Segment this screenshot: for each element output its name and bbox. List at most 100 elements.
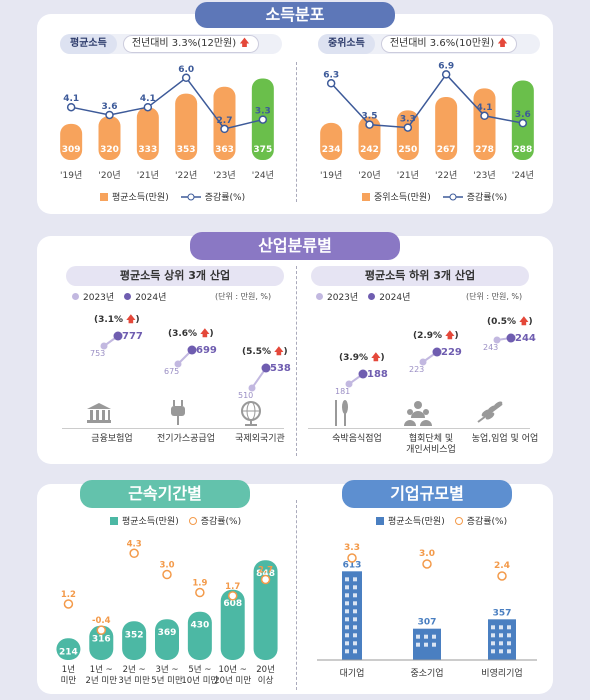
- point-2024: [261, 363, 271, 373]
- tenure-legend: 평균소득(만원) 증감률(%): [110, 514, 241, 527]
- bar-value-label: 309: [62, 145, 81, 155]
- section-title-company-size: 기업규모별: [342, 480, 512, 508]
- mean-income-note-text: 전년대비 3.3%(12만원): [131, 38, 237, 49]
- window: [424, 642, 428, 647]
- window: [499, 641, 503, 646]
- window: [345, 593, 349, 598]
- bar-value-label: 214: [59, 647, 78, 657]
- growth-rate-point: [441, 70, 451, 79]
- bar-value-label: 242: [360, 145, 379, 155]
- median-income-note-text: 전년대비 3.6%(10만원): [389, 38, 495, 49]
- median-income-chart: 234 '19년 242 '20년 250 '21년 267 '22년 278 '23년 288 '2…: [320, 61, 534, 180]
- legend-ring-swatch: [454, 516, 463, 525]
- growth-rate-point: [63, 599, 74, 609]
- window: [353, 609, 357, 614]
- x-tick-label: 2년 미만: [85, 675, 117, 686]
- window: [507, 625, 511, 630]
- bar-value-label: 353: [177, 145, 196, 155]
- globe-icon: [241, 401, 261, 426]
- growth-rate-label: 3.3: [344, 543, 360, 553]
- growth-rate-label: 6.0: [178, 65, 194, 75]
- window: [345, 585, 349, 590]
- legend-bar-label: 평균소득(만원): [112, 193, 169, 203]
- window: [507, 633, 511, 638]
- x-tick-label: 비영리기업: [481, 668, 522, 679]
- x-tick-label: 20년: [256, 664, 275, 675]
- wheat-icon: [477, 401, 503, 423]
- growth-rate-point: [66, 102, 76, 112]
- legend-bar-label: 평균소득(만원): [388, 517, 445, 527]
- growth-rate-point: [162, 569, 172, 580]
- bar-value-label: 848: [256, 569, 275, 579]
- x-tick-label: 20년 미만: [214, 675, 251, 686]
- median-income-label: 중위소득: [318, 34, 375, 54]
- section-title-tenure: 근속기간별: [80, 480, 250, 508]
- value-2023: 223: [409, 365, 425, 374]
- median-legend: 중위소득(만원) 증감률(%): [362, 190, 507, 203]
- growth-rate-point: [143, 102, 153, 112]
- window: [353, 641, 357, 646]
- median-income-note: 전년대비 3.6%(10만원) 🡅: [380, 35, 517, 53]
- window: [416, 634, 420, 639]
- dumbbell: [174, 345, 197, 368]
- window: [353, 617, 357, 622]
- median-income-header: 중위소득 전년대비 3.6%(10만원) 🡅: [318, 34, 540, 54]
- growth-rate: (3.1% 🡅): [94, 315, 140, 325]
- growth-rate-label: 4.1: [140, 94, 156, 104]
- bar: [136, 107, 159, 160]
- bar: [358, 116, 381, 160]
- point-2024: [506, 333, 516, 343]
- growth-rate-point: [227, 591, 238, 601]
- x-tick-label: 10년 ~: [218, 664, 246, 675]
- point-2024: [113, 331, 123, 341]
- mean-income-label: 평균소득: [60, 34, 117, 54]
- growth-rate-point: [326, 79, 336, 88]
- value-2024: 244: [515, 333, 536, 344]
- x-tick-label: 2년 ~: [123, 664, 146, 675]
- up-arrow-icon: 🡅: [123, 315, 136, 325]
- bar: [320, 122, 343, 160]
- x-tick-label: '19년: [320, 170, 342, 180]
- up-arrow-icon: 🡅: [442, 331, 455, 341]
- bar-value-label: 250: [398, 145, 417, 155]
- growth-rate-line: [71, 76, 264, 130]
- industry-name: 전기가스공급업: [157, 434, 215, 444]
- bar-value-label: 267: [437, 145, 456, 155]
- x-tick-label: '19년: [60, 170, 82, 180]
- window: [491, 649, 495, 654]
- baseline: [62, 428, 284, 429]
- window: [491, 641, 495, 646]
- company-legend: 평균소득(만원) 증감률(%): [376, 514, 507, 527]
- legend-line-label: 증감률(%): [466, 517, 508, 527]
- x-tick-label: 5년 미만: [151, 675, 183, 686]
- bar-value-label: 363: [215, 145, 234, 155]
- x-tick-label: '23년: [213, 170, 235, 180]
- bar-value-label: 320: [100, 145, 119, 155]
- growth-rate-point: [403, 123, 413, 132]
- baseline: [308, 428, 530, 429]
- growth-rate: (5.5% 🡅): [242, 347, 288, 357]
- window: [345, 625, 349, 630]
- growth-rate-label: 1.9: [192, 579, 207, 589]
- bar-value-label: 288: [513, 145, 532, 155]
- industry-name: 숙박음식점업: [332, 434, 382, 444]
- window: [491, 633, 495, 638]
- growth-rate-point: [260, 574, 271, 585]
- x-tick-label: 3년 ~: [155, 664, 178, 675]
- point-2024: [358, 369, 368, 379]
- bar: [213, 86, 236, 160]
- window: [507, 641, 511, 646]
- growth-rate-label: 4.1: [63, 94, 79, 104]
- growth-rate-point: [96, 625, 107, 635]
- legend-2024-dot: [124, 293, 132, 300]
- growth-rate-label: 4.1: [477, 103, 493, 113]
- bar: [396, 110, 419, 160]
- x-tick-label: 미만: [61, 676, 77, 686]
- mean-legend: 평균소득(만원) 증감률(%): [100, 190, 245, 203]
- section-title-industry: 산업분류별: [190, 232, 400, 260]
- x-tick-label: '20년: [98, 170, 120, 180]
- growth-rate-point: [480, 111, 489, 121]
- growth-rate-point: [422, 559, 432, 569]
- company-size-chart: 613 대기업 3.3 307 중소기업 3.0 357 비영리기업 2.4: [317, 543, 537, 679]
